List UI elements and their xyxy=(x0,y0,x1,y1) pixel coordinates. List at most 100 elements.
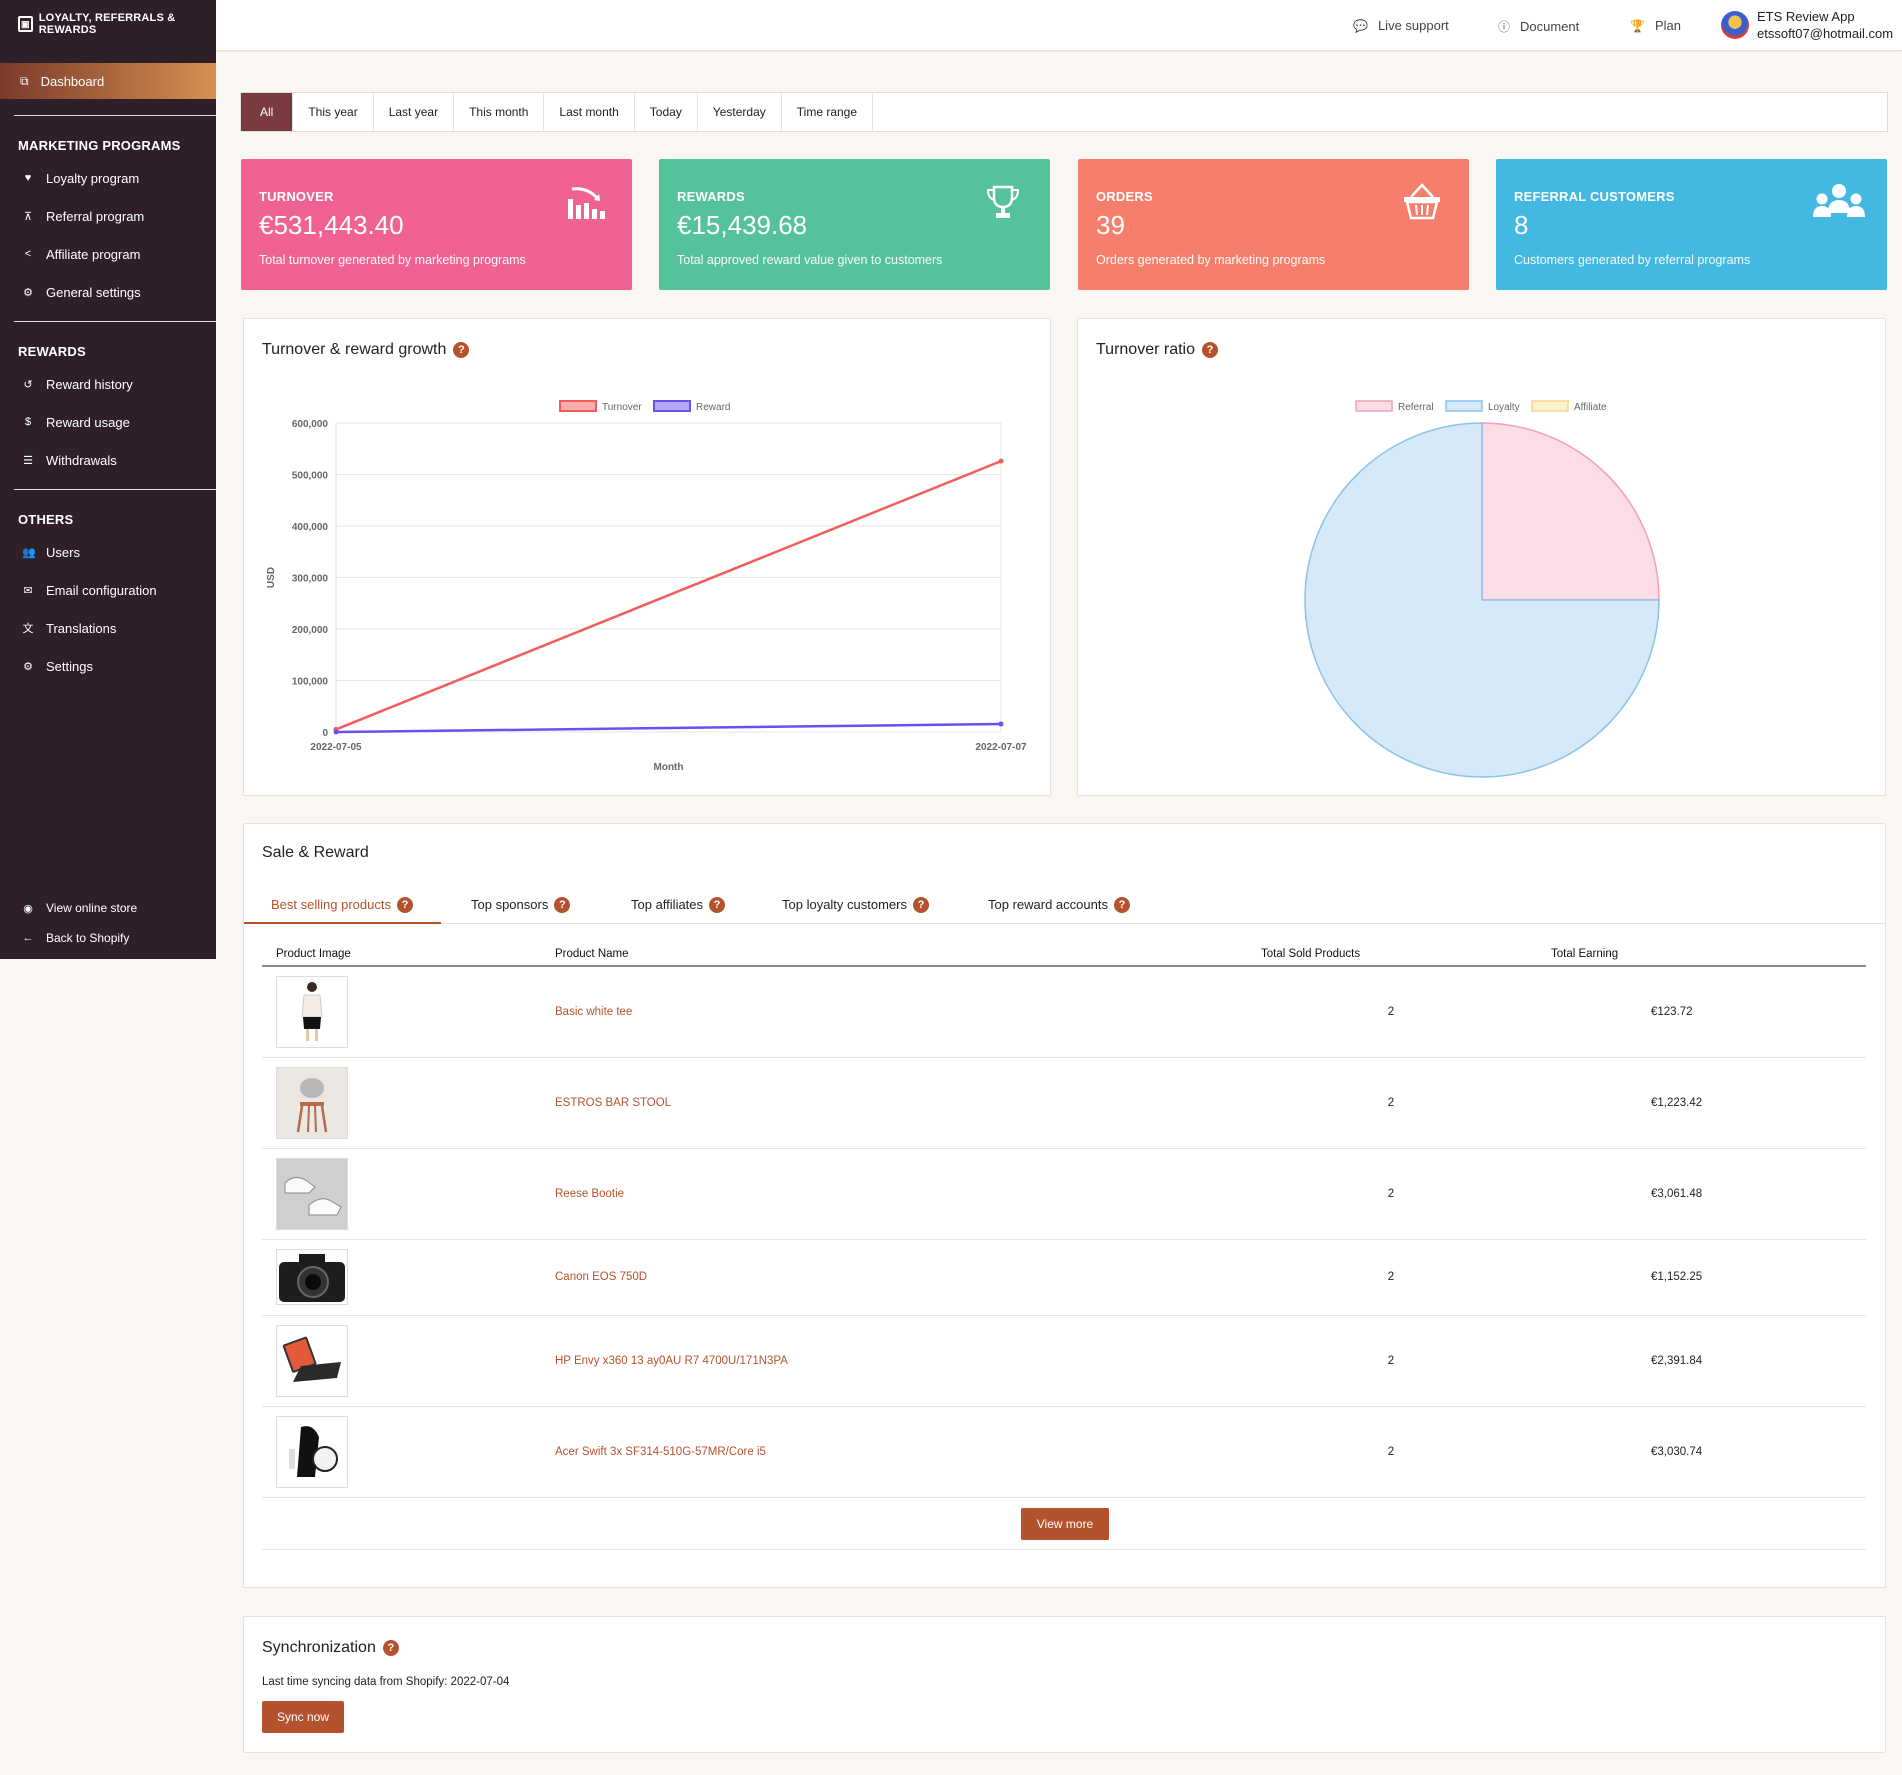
legend-swatch xyxy=(559,400,597,412)
app-logo[interactable]: ▣ LOYALTY, REFERRALS & REWARDS xyxy=(0,0,216,48)
document-link[interactable]: ⓘ Document xyxy=(1498,18,1579,35)
total-sold: 2 xyxy=(1261,1239,1551,1316)
account-email: etssoft07@hotmail.com xyxy=(1757,26,1894,41)
sidebar-item-withdrawals[interactable]: ☰ Withdrawals xyxy=(0,441,216,479)
sidebar-item-label: General settings xyxy=(46,284,141,300)
account-menu[interactable]: ETS Review App etssoft07@hotmail.com xyxy=(1721,8,1893,42)
tab-best-selling-products[interactable]: Best selling products? xyxy=(244,894,441,924)
x-tick-label: 2022-07-07 xyxy=(975,742,1027,753)
column-header: Product Name xyxy=(555,944,1261,967)
card-label: REFERRAL CUSTOMERS xyxy=(1514,189,1675,204)
help-icon[interactable]: ? xyxy=(1202,342,1218,358)
data-point xyxy=(333,729,339,735)
filter-yesterday[interactable]: Yesterday xyxy=(698,93,782,131)
turnover-card: TURNOVER €531,443.40 Total turnover gene… xyxy=(241,159,632,290)
panel-title: Turnover & reward growth ? xyxy=(262,341,470,359)
users-icon: 👥 xyxy=(22,546,36,559)
filter-last-year[interactable]: Last year xyxy=(374,93,455,131)
view-online-store-link[interactable]: ◉ View online store xyxy=(0,893,216,923)
total-sold: 2 xyxy=(1261,966,1551,1058)
heart-icon: ♥ xyxy=(24,172,32,184)
help-icon[interactable]: ? xyxy=(913,897,929,913)
filter-time-range[interactable]: Time range xyxy=(782,93,874,131)
trophy-icon: 🏆 xyxy=(1630,18,1645,33)
camera-icon xyxy=(279,1254,345,1302)
y-tick-label: 200,000 xyxy=(292,625,329,636)
sidebar-item-general-settings[interactable]: ⚙ General settings xyxy=(0,273,216,311)
sidebar-item-referral-program[interactable]: ⊼ Referral program xyxy=(0,197,216,235)
link-label: Back to Shopify xyxy=(46,931,130,945)
sidebar-item-loyalty-program[interactable]: ♥ Loyalty program xyxy=(0,159,216,197)
total-sold: 2 xyxy=(1261,1148,1551,1240)
sidebar-item-settings[interactable]: ⚙ Settings xyxy=(0,647,216,685)
section-title-others: OTHERS xyxy=(18,512,74,527)
link-label: Plan xyxy=(1654,18,1681,33)
tab-top-affiliates[interactable]: Top affiliates? xyxy=(631,894,726,924)
y-tick-label: 300,000 xyxy=(292,574,329,585)
data-point xyxy=(998,721,1004,727)
legend-swatch xyxy=(1355,400,1393,412)
plan-link[interactable]: 🏆 Plan xyxy=(1630,18,1681,33)
total-earning: €2,391.84 xyxy=(1551,1315,1866,1407)
card-label: REWARDS xyxy=(677,189,745,204)
chart-line-icon: ⧉ xyxy=(20,73,29,88)
help-icon[interactable]: ? xyxy=(396,897,413,913)
product-name-link[interactable]: ESTROS BAR STOOL xyxy=(555,1057,1261,1149)
filter-all[interactable]: All xyxy=(241,93,294,131)
back-to-shopify-link[interactable]: ← Back to Shopify xyxy=(0,923,216,953)
users-icon xyxy=(1813,184,1865,217)
legend-label: Loyalty xyxy=(1488,402,1520,413)
view-more-button[interactable]: View more xyxy=(1021,1508,1109,1540)
total-earning: €3,030.74 xyxy=(1551,1406,1866,1498)
y-tick-label: 100,000 xyxy=(292,677,329,688)
sidebar-item-reward-history[interactable]: ↺ Reward history xyxy=(0,365,216,403)
trophy-icon xyxy=(986,185,1020,218)
product-name-link[interactable]: Basic white tee xyxy=(555,966,1261,1058)
filter-today[interactable]: Today xyxy=(635,93,698,131)
filter-this-month[interactable]: This month xyxy=(454,93,545,131)
total-sold: 2 xyxy=(1261,1057,1551,1149)
filter-this-year[interactable]: This year xyxy=(293,93,374,131)
sidebar-item-email-configuration[interactable]: ✉ Email configuration xyxy=(0,571,216,609)
product-name-link[interactable]: Reese Bootie xyxy=(555,1148,1261,1240)
product-name-link[interactable]: HP Envy x360 13 ay0AU R7 4700U/171N3PA xyxy=(555,1315,1261,1407)
total-earning: €123.72 xyxy=(1551,966,1866,1058)
sidebar-item-users[interactable]: 👥 Users xyxy=(0,533,216,571)
help-icon[interactable]: ? xyxy=(554,897,571,913)
sidebar-item-dashboard[interactable]: ⧉ Dashboard xyxy=(0,63,216,99)
sidebar-item-affiliate-program[interactable]: < Affiliate program xyxy=(0,235,216,273)
legend-swatch xyxy=(653,400,691,412)
product-name-link[interactable]: Acer Swift 3x SF314-510G-57MR/Core i5 xyxy=(555,1406,1261,1498)
legend-swatch xyxy=(1531,400,1569,412)
tab-top-loyalty-customers[interactable]: Top loyalty customers? xyxy=(782,894,929,924)
chat-icon: 💬 xyxy=(1353,18,1368,33)
card-description: Total approved reward value given to cus… xyxy=(677,253,943,267)
help-icon[interactable]: ? xyxy=(709,897,726,913)
section-title-rewards: REWARDS xyxy=(18,344,86,359)
sidebar-item-reward-usage[interactable]: $ Reward usage xyxy=(0,403,216,441)
sidebar-item-translations[interactable]: 文 Translations xyxy=(0,609,216,647)
sidebar-item-label: Email configuration xyxy=(46,582,157,598)
sidebar-item-label: Dashboard xyxy=(40,73,105,89)
sitemap-icon: ⊼ xyxy=(23,210,33,223)
y-axis-label: USD xyxy=(266,567,277,588)
tab-top-reward-accounts[interactable]: Top reward accounts? xyxy=(988,894,1130,924)
sidebar-item-label: Withdrawals xyxy=(46,452,117,468)
help-icon[interactable]: ? xyxy=(1113,897,1130,913)
card-label: ORDERS xyxy=(1096,189,1153,204)
link-label: Live support xyxy=(1377,18,1449,33)
help-icon[interactable]: ? xyxy=(453,342,470,358)
tab-top-sponsors[interactable]: Top sponsors? xyxy=(471,894,571,924)
sync-now-button[interactable]: Sync now xyxy=(262,1701,344,1733)
tab-label: Top affiliates xyxy=(631,897,704,912)
help-icon[interactable]: ? xyxy=(382,1640,399,1656)
link-label: View online store xyxy=(46,901,138,915)
tab-label: Top reward accounts xyxy=(988,897,1108,912)
filter-last-month[interactable]: Last month xyxy=(544,93,635,131)
tablet-icon xyxy=(282,1336,341,1382)
live-support-link[interactable]: 💬 Live support xyxy=(1353,18,1449,33)
sync-status-text: Last time syncing data from Shopify: 202… xyxy=(262,1676,510,1688)
product-name-link[interactable]: Canon EOS 750D xyxy=(555,1239,1261,1316)
topbar: 💬 Live support ⓘ Document 🏆 Plan ETS Review… xyxy=(216,0,1902,51)
account-name: ETS Review App xyxy=(1757,9,1855,24)
